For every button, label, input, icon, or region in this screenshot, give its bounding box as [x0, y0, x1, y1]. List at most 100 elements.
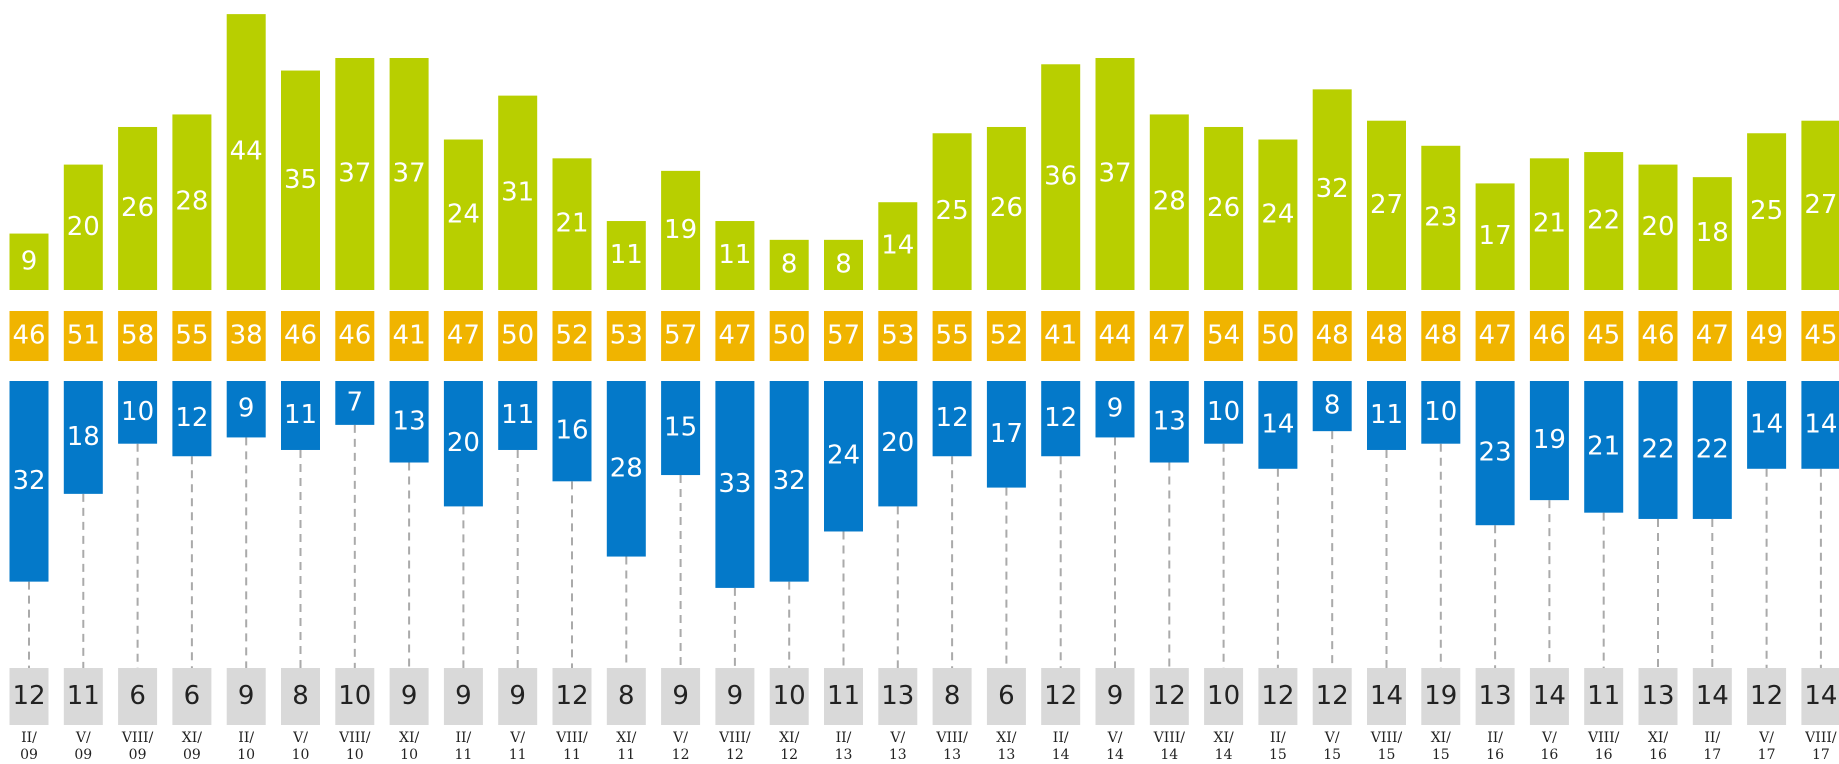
x-tick-label: XI/ 12 — [779, 730, 800, 763]
x-tick-label: II/ 16 — [1486, 730, 1504, 763]
bottom-box — [878, 668, 918, 725]
negative-bar — [1095, 381, 1135, 438]
middle-box — [1312, 311, 1352, 361]
bottom-box — [63, 668, 103, 725]
middle-label: 48 — [1424, 321, 1457, 351]
middle-box — [1041, 311, 1081, 361]
positive-label: 9 — [21, 246, 38, 276]
bottom-label: 14 — [1804, 681, 1837, 711]
x-tick-label: V/ 14 — [1106, 730, 1124, 763]
x-tick-label: V/ 13 — [888, 730, 907, 763]
negative-bar — [986, 381, 1026, 488]
positive-label: 31 — [501, 177, 534, 207]
bottom-box — [281, 668, 320, 725]
bottom-box — [661, 668, 701, 725]
middle-label: 55 — [936, 321, 969, 351]
positive-bar — [443, 139, 483, 290]
bottom-label: 6 — [998, 681, 1015, 711]
middle-label: 53 — [610, 321, 643, 351]
middle-label: 47 — [447, 321, 480, 351]
middle-box — [1095, 311, 1135, 361]
middle-box — [1258, 311, 1298, 361]
positive-bar — [1475, 183, 1515, 290]
x-tick-label: II/ 17 — [1703, 730, 1722, 763]
positive-bar — [1529, 158, 1569, 290]
negative-label: 12 — [936, 403, 969, 433]
bottom-label: 10 — [1207, 681, 1240, 711]
negative-label: 14 — [1750, 409, 1783, 439]
positive-label: 11 — [610, 240, 643, 270]
positive-bar — [606, 221, 646, 290]
positive-bar — [715, 221, 755, 290]
bottom-label: 8 — [944, 681, 961, 711]
positive-label: 19 — [664, 215, 697, 245]
negative-label: 10 — [1207, 397, 1240, 427]
bottom-label: 8 — [618, 681, 635, 711]
x-tick-label: VIII/ 11 — [556, 730, 588, 763]
middle-box — [1204, 311, 1244, 361]
positive-label: 21 — [1533, 209, 1566, 239]
x-tick-label: V/ 15 — [1323, 730, 1342, 763]
positive-label: 24 — [447, 199, 480, 229]
middle-box — [878, 311, 918, 361]
bottom-label: 9 — [401, 681, 418, 711]
bottom-box — [9, 668, 49, 725]
middle-box — [172, 311, 212, 361]
positive-bar — [1149, 114, 1189, 290]
bottom-box — [1312, 668, 1352, 725]
x-tick-label: XI/ 15 — [1430, 730, 1451, 763]
negative-bar — [552, 381, 592, 482]
negative-bar — [878, 381, 918, 507]
positive-label: 20 — [1641, 212, 1674, 242]
negative-label: 12 — [1044, 403, 1077, 433]
positive-bar — [769, 239, 809, 290]
positive-bar — [1692, 177, 1732, 290]
bottom-label: 10 — [773, 681, 806, 711]
x-tick-label: VIII/ 17 — [1805, 730, 1837, 763]
negative-label: 15 — [664, 413, 697, 443]
middle-label: 58 — [121, 321, 154, 351]
negative-bar — [226, 381, 266, 438]
negative-bar — [769, 381, 809, 582]
bottom-label: 12 — [12, 681, 45, 711]
middle-label: 50 — [501, 321, 534, 351]
x-tick-label: XI/ 13 — [996, 730, 1017, 763]
positive-label: 21 — [555, 209, 588, 239]
positive-bar — [1095, 58, 1135, 291]
bottom-box — [1095, 668, 1135, 725]
negative-label: 9 — [1107, 394, 1124, 424]
positive-label: 24 — [1261, 199, 1294, 229]
middle-box — [1529, 311, 1569, 361]
middle-label: 47 — [1479, 321, 1512, 351]
bottom-label: 9 — [727, 681, 744, 711]
negative-bar — [661, 381, 701, 476]
middle-label: 52 — [555, 321, 588, 351]
middle-label: 51 — [67, 321, 100, 351]
x-tick-label: VIII/ 14 — [1153, 730, 1185, 763]
positive-label: 28 — [1153, 187, 1186, 217]
middle-box — [335, 311, 375, 361]
positive-bar — [878, 202, 918, 290]
middle-box — [1801, 311, 1839, 361]
positive-label: 11 — [718, 240, 751, 270]
negative-label: 22 — [1696, 434, 1729, 464]
negative-bar — [1258, 381, 1298, 469]
negative-label: 28 — [610, 453, 643, 483]
positive-label: 36 — [1044, 162, 1077, 192]
x-tick-label: VIII/ 16 — [1587, 730, 1620, 763]
middle-box — [606, 311, 646, 361]
negative-bar — [118, 381, 158, 444]
negative-label: 7 — [347, 387, 364, 417]
positive-bar — [1041, 64, 1081, 290]
bottom-box — [552, 668, 592, 725]
positive-bar — [1421, 145, 1461, 290]
negative-bar — [932, 381, 972, 457]
bottom-box — [1149, 668, 1189, 725]
x-tick-label: VIII/ 09 — [121, 730, 154, 763]
bottom-box — [986, 668, 1026, 725]
middle-label: 57 — [827, 321, 860, 351]
positive-label: 25 — [1750, 196, 1783, 226]
middle-box — [389, 311, 429, 361]
x-tick-label: V/ 10 — [291, 730, 310, 763]
positive-bar — [1367, 120, 1406, 291]
